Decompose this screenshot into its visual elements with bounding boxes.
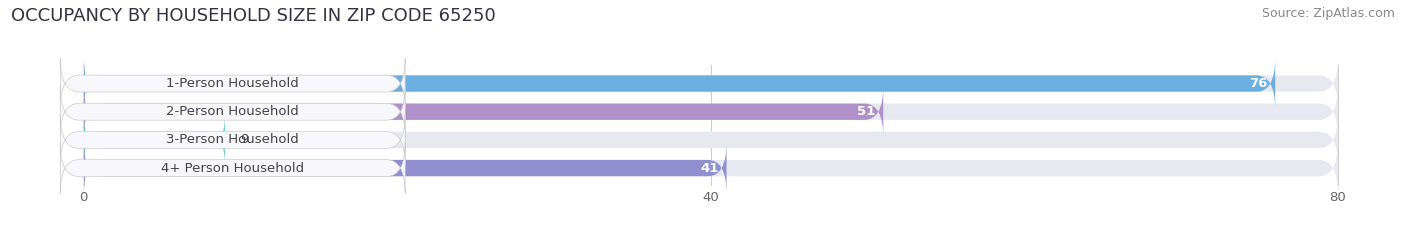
Text: 1-Person Household: 1-Person Household bbox=[166, 77, 299, 90]
FancyBboxPatch shape bbox=[84, 142, 727, 194]
FancyBboxPatch shape bbox=[84, 114, 1339, 166]
Text: 41: 41 bbox=[700, 161, 718, 175]
FancyBboxPatch shape bbox=[84, 86, 883, 137]
Text: OCCUPANCY BY HOUSEHOLD SIZE IN ZIP CODE 65250: OCCUPANCY BY HOUSEHOLD SIZE IN ZIP CODE … bbox=[11, 7, 496, 25]
FancyBboxPatch shape bbox=[84, 86, 1339, 137]
FancyBboxPatch shape bbox=[60, 86, 405, 137]
Text: 51: 51 bbox=[858, 105, 876, 118]
FancyBboxPatch shape bbox=[60, 143, 405, 193]
Text: 76: 76 bbox=[1249, 77, 1267, 90]
FancyBboxPatch shape bbox=[60, 115, 405, 165]
FancyBboxPatch shape bbox=[84, 114, 225, 166]
Text: 4+ Person Household: 4+ Person Household bbox=[162, 161, 304, 175]
Text: 2-Person Household: 2-Person Household bbox=[166, 105, 299, 118]
FancyBboxPatch shape bbox=[84, 58, 1275, 109]
Text: Source: ZipAtlas.com: Source: ZipAtlas.com bbox=[1261, 7, 1395, 20]
FancyBboxPatch shape bbox=[84, 58, 1339, 109]
FancyBboxPatch shape bbox=[84, 142, 1339, 194]
FancyBboxPatch shape bbox=[60, 58, 405, 109]
Text: 3-Person Household: 3-Person Household bbox=[166, 134, 299, 146]
Text: 9: 9 bbox=[240, 134, 249, 146]
